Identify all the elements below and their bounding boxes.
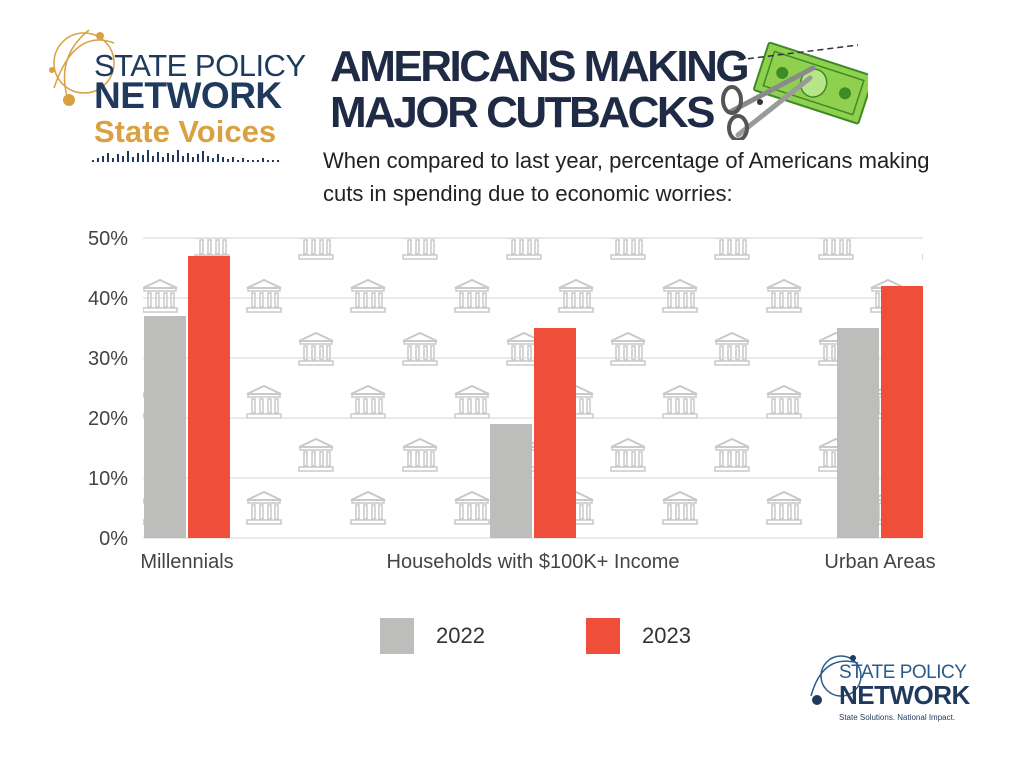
- bank-building-icon: [402, 332, 438, 366]
- bank-building-icon: [246, 385, 282, 419]
- bank-building-icon: [766, 491, 802, 525]
- bar-2023-2: [534, 328, 576, 538]
- bank-building-icon: [299, 545, 333, 577]
- y-tick-label: 40%: [88, 288, 128, 310]
- y-tick-label: 30%: [88, 348, 128, 370]
- bank-building-icon: [506, 238, 542, 260]
- legend-label-2023: 2023: [642, 623, 691, 648]
- bank-building-icon: [715, 545, 749, 577]
- bank-building-icon: [922, 238, 923, 260]
- bank-building-icon: [818, 238, 854, 260]
- bank-building-icon: [350, 385, 386, 419]
- y-tick-label: 0%: [99, 528, 128, 550]
- chart-subtitle: When compared to last year, percentage o…: [323, 148, 930, 206]
- bank-building-icon: [766, 385, 802, 419]
- logo-state-voices-text: State Voices: [94, 114, 277, 149]
- x-tick-label: Millennials: [140, 551, 233, 573]
- legend-item-2023: 2023: [586, 618, 691, 654]
- bank-building-icon: [610, 332, 646, 366]
- bank-building-icon: [350, 279, 386, 313]
- bank-building-icon: [714, 238, 750, 260]
- y-tick-label: 10%: [88, 468, 128, 490]
- title-line-2: MAJOR CUTBACKS: [330, 88, 716, 137]
- title-line-1: AMERICANS MAKING: [330, 42, 750, 91]
- bank-building-icon: [662, 279, 698, 313]
- bank-building-icon: [350, 491, 386, 525]
- logo-orbit-icon: [49, 29, 279, 162]
- bank-building-icon: [246, 491, 282, 525]
- bank-building-icon: [298, 238, 334, 260]
- chart-legend: 2022 2023: [0, 618, 1024, 658]
- bank-building-icon: [610, 238, 646, 260]
- bank-building-icon: [454, 279, 490, 313]
- bar-2022-3: [837, 328, 879, 538]
- footer-logo-state-policy-text: STATE POLICY: [839, 662, 967, 683]
- bank-building-icon: [662, 491, 698, 525]
- soundwave-icon: [92, 150, 279, 162]
- bank-building-icon: [922, 332, 923, 366]
- scissors-icon: [721, 65, 816, 140]
- bank-building-icon: [714, 332, 750, 366]
- logo-network-text: NETWORK: [94, 75, 282, 116]
- bank-building-icon: [246, 279, 282, 313]
- bank-building-icon: [143, 279, 178, 313]
- y-tick-label: 50%: [88, 228, 128, 250]
- bank-building-icon: [402, 438, 438, 472]
- bar-2023-1: [188, 256, 230, 538]
- bank-building-icon: [610, 438, 646, 472]
- bar-chart: 0% 10% 20% 30% 40% 50% Millennials Households …: [88, 228, 936, 577]
- footer-logo-network-text: NETWORK: [839, 680, 970, 710]
- logo-state-policy-text: STATE POLICY: [94, 48, 306, 83]
- bank-building-icon: [402, 238, 438, 260]
- bank-building-icon: [922, 438, 923, 472]
- bank-building-icon: [714, 438, 750, 472]
- y-tick-label: 20%: [88, 408, 128, 430]
- legend-swatch-2022: [380, 618, 414, 654]
- bank-building-icon: [298, 332, 334, 366]
- footer-logo-tagline: State Solutions. National Impact.: [839, 713, 956, 722]
- bank-building-icon: [194, 238, 230, 260]
- bar-2022-1: [144, 316, 186, 538]
- legend-swatch-2023: [586, 618, 620, 654]
- bank-building-icon: [454, 385, 490, 419]
- bank-building-icon: [558, 279, 594, 313]
- bar-2022-2: [490, 424, 532, 538]
- bank-building-icon: [766, 279, 802, 313]
- legend-item-2022: 2022: [380, 618, 485, 654]
- bank-building-icon: [454, 491, 490, 525]
- legend-label-2022: 2022: [436, 623, 485, 648]
- state-policy-network-state-voices-logo: STATE POLICY NETWORK State Voices: [44, 18, 306, 173]
- x-tick-label: Urban Areas: [824, 551, 935, 573]
- money-scissors-icon: [721, 41, 868, 140]
- bank-building-icon: [298, 438, 334, 472]
- logo-orbit-icon-small: [810, 655, 862, 705]
- page-title: AMERICANS MAKING MAJOR CUTBACKS: [330, 44, 750, 136]
- state-policy-network-logo: STATE POLICY NETWORK State Solutions. Na…: [803, 648, 993, 738]
- x-tick-label: Households with $100K+ Income: [387, 551, 680, 573]
- bank-building-icon: [662, 385, 698, 419]
- bar-2023-3: [881, 286, 923, 538]
